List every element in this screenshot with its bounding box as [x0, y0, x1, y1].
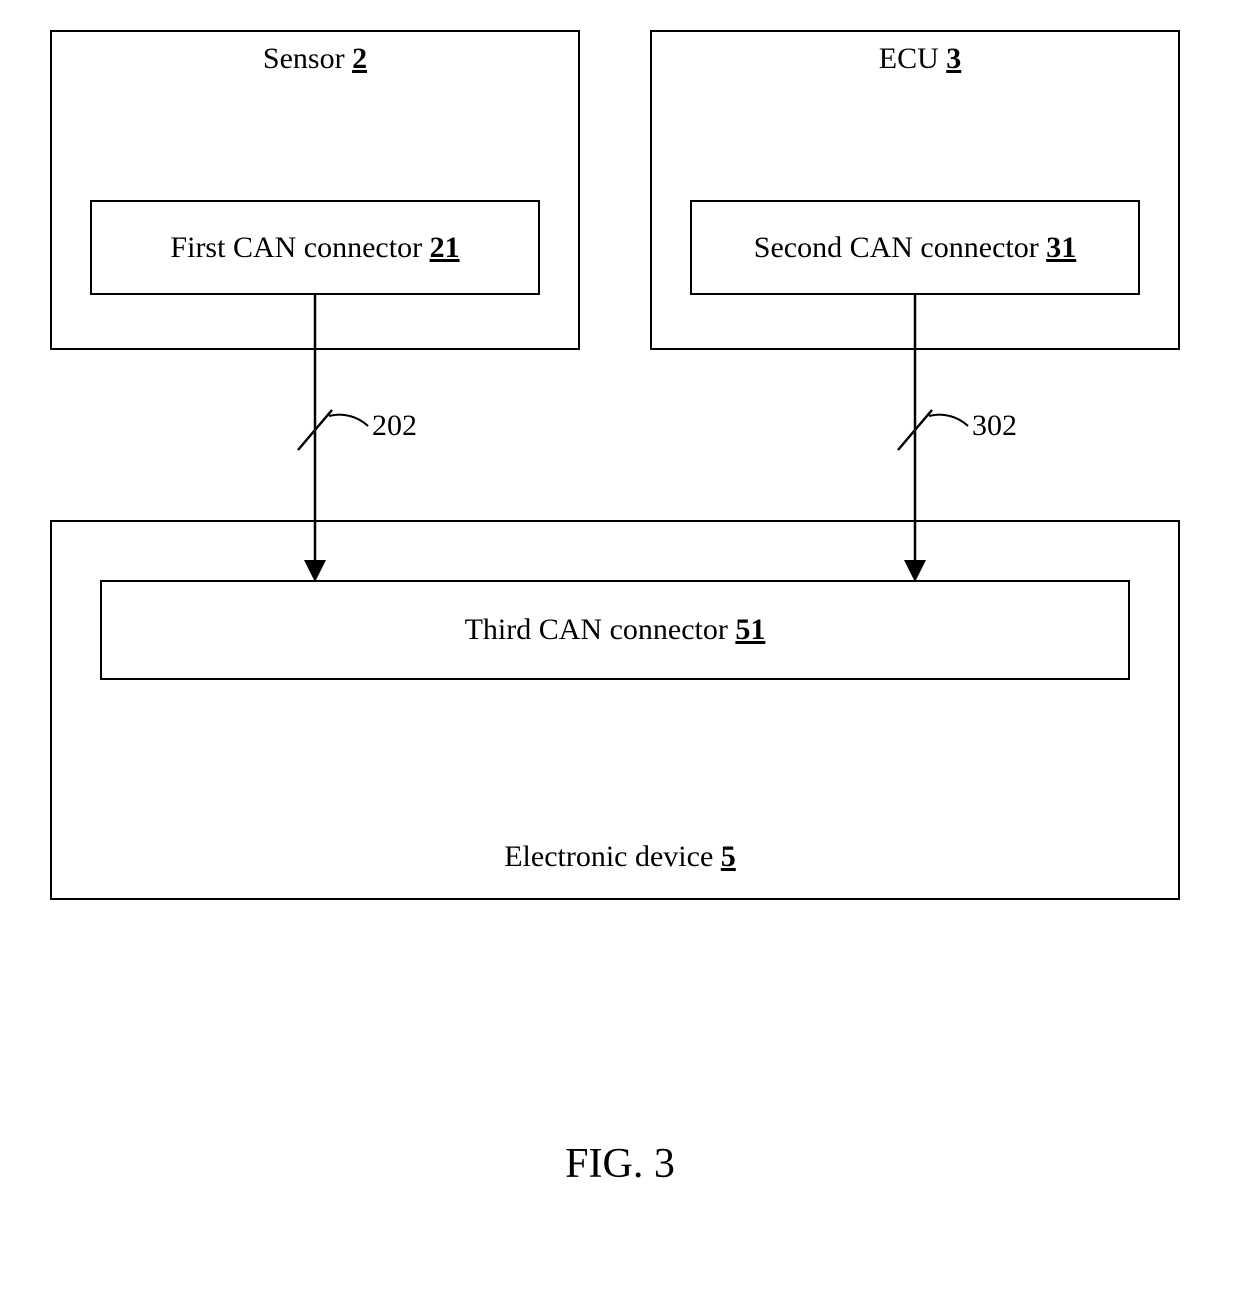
ecu-title-text: ECU: [879, 42, 947, 75]
electronic-device-ref: 5: [721, 840, 736, 873]
electronic-device-title-text: Electronic device: [504, 840, 721, 873]
left-arc-leader: [329, 415, 368, 426]
first-can-label: First CAN connector: [170, 231, 422, 265]
second-can-label: Second CAN connector: [754, 231, 1039, 265]
second-can-ref: 31: [1046, 231, 1076, 265]
sensor-box: [50, 30, 580, 350]
right-connector-label: 302: [972, 409, 1017, 442]
first-can-ref: 21: [430, 231, 460, 265]
ecu-box: [650, 30, 1180, 350]
second-can-label-wrap: Second CAN connector 31: [692, 202, 1138, 293]
right-arc-leader: [929, 415, 968, 426]
sensor-title-text: Sensor: [263, 42, 352, 75]
third-can-label: Third CAN connector: [465, 613, 728, 647]
figure-caption-text: FIG. 3: [565, 1141, 675, 1187]
second-can-box: Second CAN connector 31: [690, 200, 1140, 295]
electronic-device-title: Electronic device 5: [480, 840, 760, 874]
left-connector-label: 202: [372, 409, 417, 442]
first-can-label-wrap: First CAN connector 21: [92, 202, 538, 293]
block-diagram: Sensor 2 ECU 3 First CAN connector 21 Se…: [40, 30, 1200, 930]
ecu-ref: 3: [946, 42, 961, 75]
third-can-ref: 51: [735, 613, 765, 647]
sensor-ref: 2: [352, 42, 367, 75]
left-slash: [298, 410, 332, 450]
ecu-title: ECU 3: [860, 42, 980, 76]
figure-caption: FIG. 3: [0, 1140, 1240, 1188]
first-can-box: First CAN connector 21: [90, 200, 540, 295]
right-slash: [898, 410, 932, 450]
third-can-box: Third CAN connector 51: [100, 580, 1130, 680]
sensor-title: Sensor 2: [230, 42, 400, 76]
third-can-label-wrap: Third CAN connector 51: [102, 582, 1128, 678]
